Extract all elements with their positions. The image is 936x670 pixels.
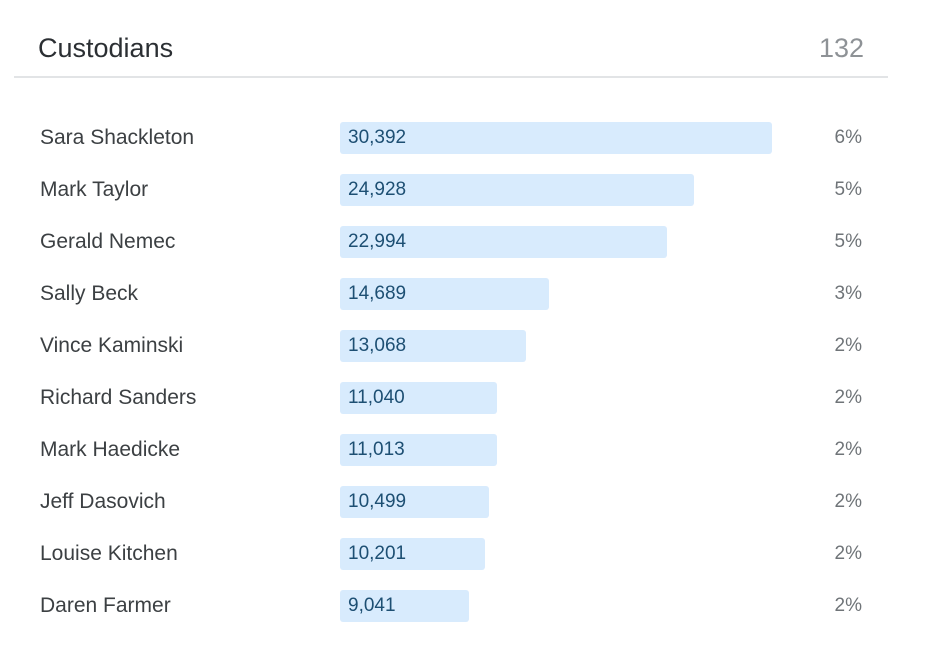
count-bar[interactable]: 14,689 bbox=[340, 278, 549, 310]
custodian-row[interactable]: Richard Sanders 11,040 2% bbox=[0, 372, 936, 424]
bar-track: 10,201 bbox=[340, 538, 772, 570]
count-bar[interactable]: 30,392 bbox=[340, 122, 772, 154]
count-value: 14,689 bbox=[348, 283, 407, 304]
count-bar[interactable]: 10,499 bbox=[340, 486, 489, 518]
bar-track: 14,689 bbox=[340, 278, 772, 310]
bar-track: 11,040 bbox=[340, 382, 772, 414]
custodian-name[interactable]: Mark Taylor bbox=[40, 178, 149, 201]
percent-label: 2% bbox=[834, 387, 862, 408]
panel-title: Custodians bbox=[38, 33, 174, 63]
custodian-row[interactable]: Jeff Dasovich 10,499 2% bbox=[0, 476, 936, 528]
count-value: 24,928 bbox=[348, 179, 407, 200]
percent-label: 5% bbox=[834, 179, 862, 200]
count-bar[interactable]: 11,040 bbox=[340, 382, 497, 414]
custodian-name[interactable]: Sally Beck bbox=[40, 282, 139, 305]
percent-label: 2% bbox=[834, 543, 862, 564]
count-value: 10,201 bbox=[348, 543, 407, 564]
custodian-name[interactable]: Richard Sanders bbox=[40, 386, 197, 409]
bar-track: 10,499 bbox=[340, 486, 772, 518]
count-value: 13,068 bbox=[348, 335, 407, 356]
bar-track: 22,994 bbox=[340, 226, 772, 258]
percent-label: 6% bbox=[834, 127, 862, 148]
custodian-row[interactable]: Sara Shackleton 30,392 6% bbox=[0, 112, 936, 164]
custodian-name[interactable]: Louise Kitchen bbox=[40, 542, 178, 565]
count-value: 11,040 bbox=[348, 387, 405, 408]
percent-label: 2% bbox=[834, 491, 862, 512]
count-value: 10,499 bbox=[348, 491, 407, 512]
percent-label: 5% bbox=[834, 231, 862, 252]
count-bar[interactable]: 9,041 bbox=[340, 590, 469, 622]
count-value: 22,994 bbox=[348, 231, 407, 252]
count-value: 30,392 bbox=[348, 127, 407, 148]
custodian-row[interactable]: Daren Farmer 9,041 2% bbox=[0, 580, 936, 632]
custodian-row[interactable]: Mark Haedicke 11,013 2% bbox=[0, 424, 936, 476]
bar-track: 30,392 bbox=[340, 122, 772, 154]
count-bar[interactable]: 10,201 bbox=[340, 538, 485, 570]
bar-track: 11,013 bbox=[340, 434, 772, 466]
custodian-name[interactable]: Daren Farmer bbox=[40, 594, 171, 617]
bar-track: 9,041 bbox=[340, 590, 772, 622]
custodian-name[interactable]: Gerald Nemec bbox=[40, 230, 176, 253]
custodian-name[interactable]: Mark Haedicke bbox=[40, 438, 181, 461]
custodian-row[interactable]: Gerald Nemec 22,994 5% bbox=[0, 216, 936, 268]
percent-label: 2% bbox=[834, 335, 862, 356]
custodian-name[interactable]: Sara Shackleton bbox=[40, 126, 195, 149]
percent-label: 2% bbox=[834, 595, 862, 616]
percent-label: 2% bbox=[834, 439, 862, 460]
count-bar[interactable]: 22,994 bbox=[340, 226, 667, 258]
custodian-row[interactable]: Vince Kaminski 13,068 2% bbox=[0, 320, 936, 372]
custodian-count: 132 bbox=[818, 33, 864, 63]
custodian-row[interactable]: Louise Kitchen 10,201 2% bbox=[0, 528, 936, 580]
count-bar[interactable]: 24,928 bbox=[340, 174, 694, 206]
count-value: 11,013 bbox=[348, 439, 405, 460]
bar-track: 13,068 bbox=[340, 330, 772, 362]
count-bar[interactable]: 13,068 bbox=[340, 330, 526, 362]
custodian-list: Sara Shackleton 30,392 6% Mark Taylor 24,928… bbox=[0, 112, 936, 632]
custodian-row[interactable]: Mark Taylor 24,928 5% bbox=[0, 164, 936, 216]
count-value: 9,041 bbox=[348, 595, 396, 616]
custodian-name[interactable]: Jeff Dasovich bbox=[40, 490, 166, 513]
custodian-name[interactable]: Vince Kaminski bbox=[40, 334, 184, 357]
custodians-header: Custodians 132 bbox=[14, 0, 888, 78]
bar-track: 24,928 bbox=[340, 174, 772, 206]
custodian-row[interactable]: Sally Beck 14,689 3% bbox=[0, 268, 936, 320]
percent-label: 3% bbox=[834, 283, 862, 304]
count-bar[interactable]: 11,013 bbox=[340, 434, 497, 466]
